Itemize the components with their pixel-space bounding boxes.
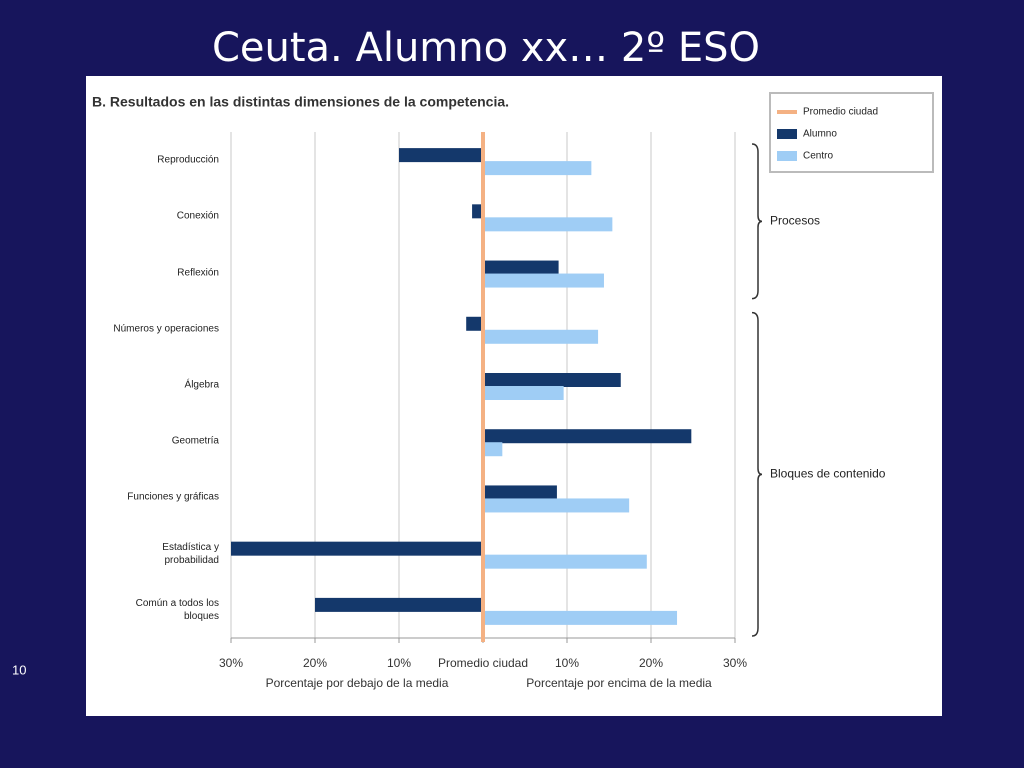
bar [466, 316, 483, 331]
page-number: 10 [12, 662, 26, 677]
bar [483, 442, 503, 457]
bar [472, 204, 483, 219]
bar [483, 485, 557, 500]
x-tick-label: Promedio ciudad [438, 656, 528, 670]
legend-label: Alumno [803, 129, 837, 140]
bar [483, 386, 564, 400]
legend-swatch [777, 110, 797, 114]
y-tick-label: Álgebra [184, 379, 219, 391]
bar [399, 148, 483, 163]
bar [483, 260, 559, 275]
bar [483, 429, 692, 444]
x-tick-label: 10% [387, 656, 411, 670]
x-tick-label: 20% [639, 656, 663, 670]
y-tick-label: Común a todos los bloques [135, 597, 219, 622]
bar [483, 554, 647, 569]
x-tick-label: 30% [219, 656, 243, 670]
y-tick-label: Conexión [176, 210, 219, 222]
bar [231, 541, 483, 556]
bar [483, 161, 592, 176]
slide-title: Ceuta. Alumno xx… 2º ESO [212, 25, 760, 71]
legend-box [769, 92, 934, 173]
legend-label: Promedio ciudad [803, 107, 878, 118]
y-tick-label: Geometría [171, 435, 219, 447]
y-tick-label: Reflexión [177, 267, 219, 279]
bar [483, 273, 604, 288]
bar [315, 597, 483, 612]
x-axis-label: Porcentaje por debajo de la media [266, 676, 449, 690]
chart-title: B. Resultados en las distintas dimension… [92, 94, 509, 110]
y-tick-label: Funciones y gráficas [127, 491, 219, 503]
legend-swatch [777, 129, 797, 139]
x-tick-label: 20% [303, 656, 327, 670]
y-tick-label: Números y operaciones [113, 323, 219, 335]
x-tick-label: 30% [723, 656, 747, 670]
group-bracket [751, 311, 763, 637]
group-label: Bloques de contenido [770, 467, 886, 481]
x-tick-label: 10% [555, 656, 579, 670]
group-bracket [751, 143, 763, 300]
bar [483, 373, 621, 387]
bar [483, 610, 678, 625]
legend-label: Centro [803, 151, 833, 162]
bar [483, 329, 599, 344]
x-axis-label: Porcentaje por encima de la media [526, 676, 712, 690]
group-label: Procesos [770, 214, 820, 228]
y-tick-label: Reproducción [157, 154, 219, 166]
legend-swatch [777, 151, 797, 161]
y-tick-label: Estadística y probabilidad [162, 541, 219, 566]
bar [483, 498, 630, 513]
bar [483, 217, 613, 232]
